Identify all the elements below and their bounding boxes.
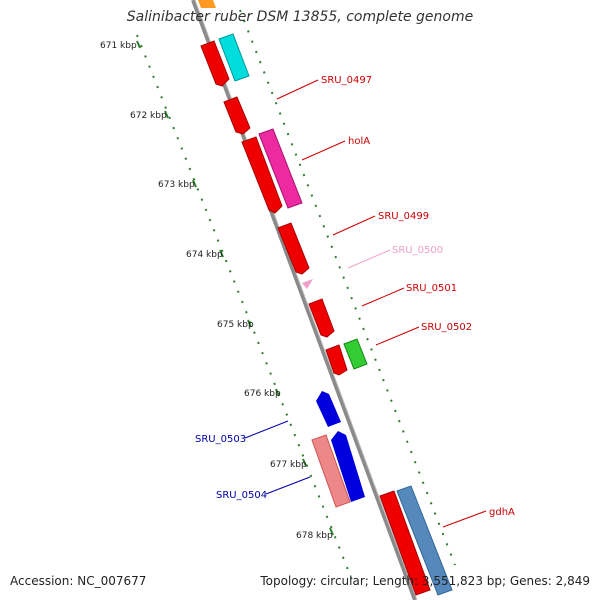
inner-tick-ring — [239, 9, 456, 566]
kbp-label: 678 kbp — [296, 531, 333, 541]
gene-pink-small — [302, 279, 313, 289]
gene-label-SRU_0499[interactable]: SRU_0499 — [378, 211, 429, 222]
gene-blue-2 — [331, 431, 365, 502]
gene-red-5 — [308, 298, 335, 338]
gene-steelblue — [396, 485, 453, 596]
leader-holA — [301, 140, 346, 161]
leader-gdhA — [442, 510, 487, 528]
gene-blue-1 — [316, 391, 341, 427]
gene-label-SRU_0503[interactable]: SRU_0503 — [195, 434, 246, 445]
genome-summary-text: Topology: circular; Length: 3,551,823 bp… — [260, 574, 590, 588]
kbp-ticks — [136, 40, 334, 536]
gene-label-SRU_0500[interactable]: SRU_0500 — [392, 245, 443, 256]
gene-label-SRU_0497[interactable]: SRU_0497 — [321, 75, 372, 86]
map-title: Salinibacter ruber DSM 13855, complete g… — [126, 9, 474, 25]
gene-red-2 — [223, 96, 251, 135]
gene-label-gdhA[interactable]: gdhA — [489, 507, 515, 518]
gene-partial-top — [198, 0, 216, 8]
leader-SRU_0502 — [375, 326, 420, 346]
gene-red-3 — [241, 136, 283, 214]
leader-SRU_0500 — [347, 249, 391, 269]
kbp-label: 671 kbp — [100, 41, 137, 51]
leader-SRU_0499 — [332, 215, 376, 236]
gene-red-6 — [325, 344, 348, 376]
accession-text: Accession: NC_007677 — [10, 574, 147, 588]
gene-red-1 — [200, 40, 230, 87]
gene-red-7 — [379, 490, 431, 596]
leader-SRU_0503 — [244, 420, 289, 439]
leader-SRU_0504 — [265, 476, 311, 495]
kbp-label: 675 kbp — [217, 320, 254, 330]
leader-SRU_0497 — [276, 79, 319, 100]
gene-cyan — [218, 33, 250, 82]
gene-label-SRU_0502[interactable]: SRU_0502 — [421, 322, 472, 333]
gene-label-SRU_0504[interactable]: SRU_0504 — [216, 490, 267, 501]
kbp-label: 674 kbp — [186, 250, 223, 260]
gene-salmon — [311, 434, 351, 508]
gene-green — [343, 338, 368, 370]
kbp-label: 676 kbp — [244, 389, 281, 399]
kbp-label: 673 kbp — [158, 180, 195, 190]
gene-red-4 — [277, 222, 310, 275]
kbp-label: 677 kbp — [270, 460, 307, 470]
gene-label-SRU_0501[interactable]: SRU_0501 — [406, 283, 457, 294]
leader-SRU_0501 — [361, 287, 405, 307]
gene-label-holA[interactable]: holA — [348, 136, 370, 147]
kbp-label: 672 kbp — [130, 111, 167, 121]
gene-magenta — [258, 128, 303, 209]
genome-backbone — [191, 0, 417, 600]
